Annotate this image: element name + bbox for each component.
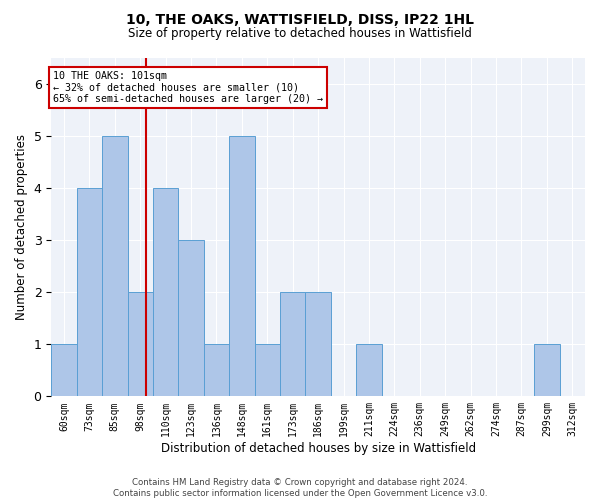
- Bar: [153, 188, 178, 396]
- Bar: [254, 344, 280, 397]
- Text: 10 THE OAKS: 101sqm
← 32% of detached houses are smaller (10)
65% of semi-detach: 10 THE OAKS: 101sqm ← 32% of detached ho…: [53, 70, 323, 104]
- Text: 10, THE OAKS, WATTISFIELD, DISS, IP22 1HL: 10, THE OAKS, WATTISFIELD, DISS, IP22 1H…: [126, 12, 474, 26]
- Bar: [102, 136, 128, 396]
- Text: Contains HM Land Registry data © Crown copyright and database right 2024.
Contai: Contains HM Land Registry data © Crown c…: [113, 478, 487, 498]
- Text: Size of property relative to detached houses in Wattisfield: Size of property relative to detached ho…: [128, 28, 472, 40]
- Bar: [128, 292, 153, 397]
- Bar: [178, 240, 204, 396]
- Bar: [305, 292, 331, 397]
- Bar: [77, 188, 102, 396]
- Y-axis label: Number of detached properties: Number of detached properties: [15, 134, 28, 320]
- Bar: [204, 344, 229, 397]
- Bar: [356, 344, 382, 397]
- Bar: [51, 344, 77, 397]
- Bar: [229, 136, 254, 396]
- Bar: [280, 292, 305, 397]
- Bar: [534, 344, 560, 397]
- X-axis label: Distribution of detached houses by size in Wattisfield: Distribution of detached houses by size …: [161, 442, 476, 455]
